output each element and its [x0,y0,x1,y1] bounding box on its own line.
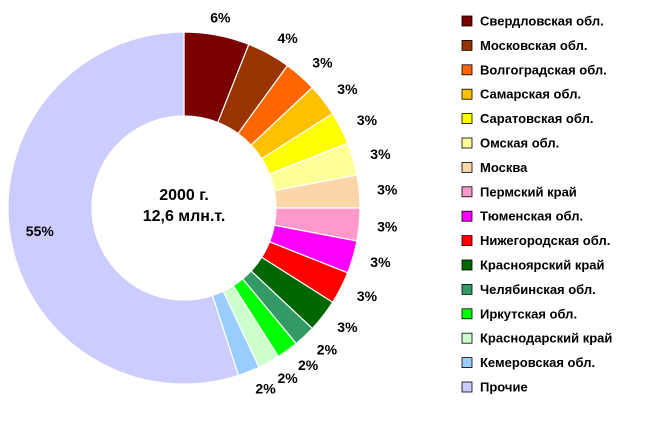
legend-label: Челябинская обл. [480,282,596,297]
percent-label-8: 3% [377,218,398,234]
legend-swatch [461,283,473,295]
legend-item-12: Челябинская обл. [461,282,596,297]
percent-label-6: 3% [370,146,391,162]
percent-label-3: 3% [312,54,333,70]
legend-label: Пермский край [480,184,577,199]
legend-item-14: Краснодарский край [461,331,612,346]
legend-item-6: Омская обл. [461,136,559,151]
legend-swatch [461,210,473,222]
legend-swatch [461,40,473,51]
legend-item-10: Нижегородская обл. [461,233,610,248]
center-year-label: 2000 г. [159,187,209,204]
legend-label: Волгоградская обл. [480,62,607,77]
legend-item-4: Самарская обл. [461,87,581,102]
legend-swatch [461,15,473,27]
legend-label: Кемеровская обл. [480,355,595,370]
legend-swatch [461,113,473,124]
legend-item-11: Красноярский край [461,258,604,273]
percent-label-16: 55% [26,223,55,239]
legend-item-13: Иркутская обл. [461,306,577,321]
legend-item-16: Прочие [461,380,528,395]
percent-label-5: 3% [357,112,378,128]
legend: Свердловская обл. Московская обл. Волгогра… [461,14,612,395]
legend-label: Саратовская обл. [480,111,593,126]
legend-item-5: Саратовская обл. [461,111,593,126]
legend-label: Красноярский край [480,258,604,273]
legend-item-8: Пермский край [461,184,577,199]
percent-label-14: 2% [277,370,298,386]
legend-item-1: Свердловская обл. [461,14,604,29]
legend-item-3: Волгоградская обл. [461,62,607,77]
legend-label: Прочие [480,380,528,395]
center-total-label: 12,6 млн.т. [143,208,226,225]
percent-label-10: 3% [357,288,378,304]
legend-label: Москва [480,160,528,175]
legend-swatch [461,259,473,271]
legend-item-7: Москва [461,160,528,175]
legend-swatch [461,357,473,369]
legend-swatch [461,64,473,76]
center-label: 2000 г. 12,6 млн.т. [143,187,226,225]
legend-item-2: Московская обл. [461,38,587,53]
legend-label: Краснодарский край [480,331,612,346]
percent-labels: 6%4%3%3%3%3%3%3%3%3%3%2%2%2%2%55% [26,9,398,396]
legend-swatch [461,161,473,173]
legend-swatch [461,137,473,149]
legend-swatch [461,332,473,344]
legend-label: Омская обл. [480,136,559,151]
legend-label: Нижегородская обл. [480,233,610,248]
legend-label: Тюменская обл. [480,209,583,224]
legend-swatch [461,235,473,247]
slices-layer [7,31,361,385]
percent-label-7: 3% [377,182,398,198]
percent-label-2: 4% [277,30,298,46]
legend-label: Свердловская обл. [480,14,604,29]
legend-swatch [461,381,473,393]
percent-label-15: 2% [255,380,276,396]
percent-label-11: 3% [337,319,358,335]
legend-swatch [461,88,473,100]
legend-label: Самарская обл. [480,87,581,102]
legend-swatch [461,186,473,198]
percent-label-1: 6% [210,9,231,25]
legend-label: Московская обл. [480,38,587,53]
legend-swatch [461,308,473,320]
percent-label-4: 3% [337,81,358,97]
legend-item-15: Кемеровская обл. [461,355,595,370]
legend-item-9: Тюменская обл. [461,209,583,224]
percent-label-12: 2% [317,341,338,357]
slice-16 [7,31,240,385]
percent-label-13: 2% [298,357,319,373]
percent-label-9: 3% [370,254,391,270]
legend-label: Иркутская обл. [480,306,577,321]
